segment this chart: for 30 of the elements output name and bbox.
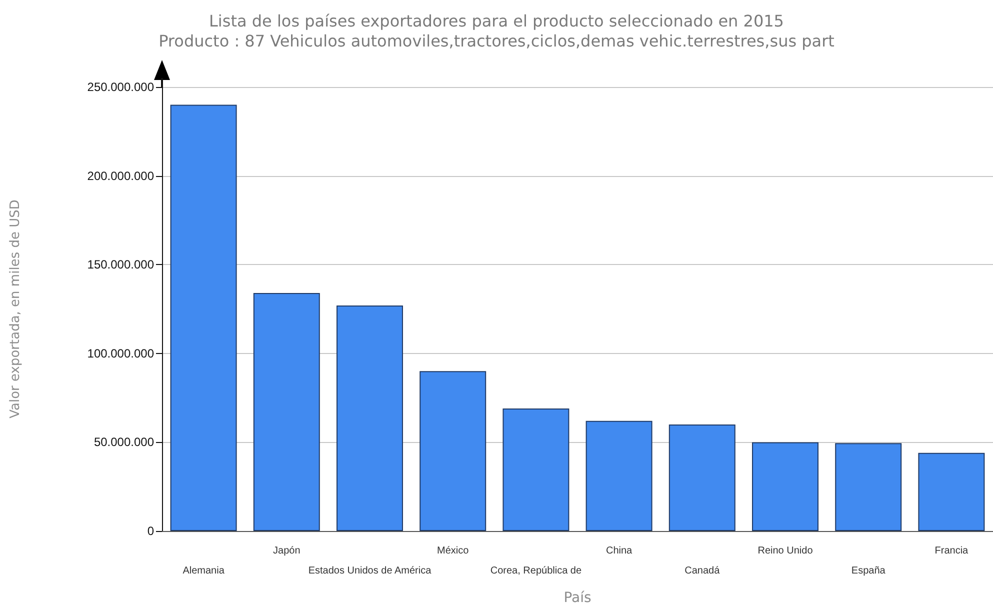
x-tick-label: Corea, República de (490, 566, 582, 576)
y-tick-label: 150.000.000 (87, 258, 154, 272)
bar (502, 408, 570, 531)
y-tick-label: 200.000.000 (87, 168, 154, 183)
x-axis-title: País (564, 590, 592, 606)
y-tick-label: 50.000.000 (94, 435, 154, 450)
y-axis-title: Valor exportada, en miles de USD (8, 200, 23, 418)
y-tick-label: 250.000.000 (87, 80, 154, 94)
x-tick-label: China (606, 546, 633, 556)
x-tick-label: Estados Unidos de América (308, 566, 432, 576)
x-tick-label: Francia (934, 546, 969, 556)
y-tick-label: 0 (147, 524, 154, 538)
x-tick-label: Canadá (684, 566, 720, 576)
x-tick-label: Alemania (182, 566, 225, 576)
bar (835, 443, 902, 531)
x-tick-label: España (851, 566, 886, 576)
bar (668, 424, 736, 531)
x-tick-label: Reino Unido (758, 546, 814, 556)
chart-subtitle: Producto : 87 Vehiculos automoviles,tractores,ciclos,demas vehic.terrestres,sus part (158, 32, 834, 50)
chart-title: Lista de los países exportadores para el producto seleccionado en 2015 (209, 12, 784, 30)
bar (336, 305, 403, 531)
bar (420, 371, 486, 531)
bar (253, 293, 320, 531)
bar (752, 442, 818, 531)
bar (918, 452, 985, 531)
y-tick-label: 100.000.000 (87, 346, 154, 360)
x-tick-label: México (437, 546, 470, 556)
bar (170, 104, 237, 531)
bar (586, 420, 652, 531)
x-tick-label: Japón (273, 546, 300, 556)
